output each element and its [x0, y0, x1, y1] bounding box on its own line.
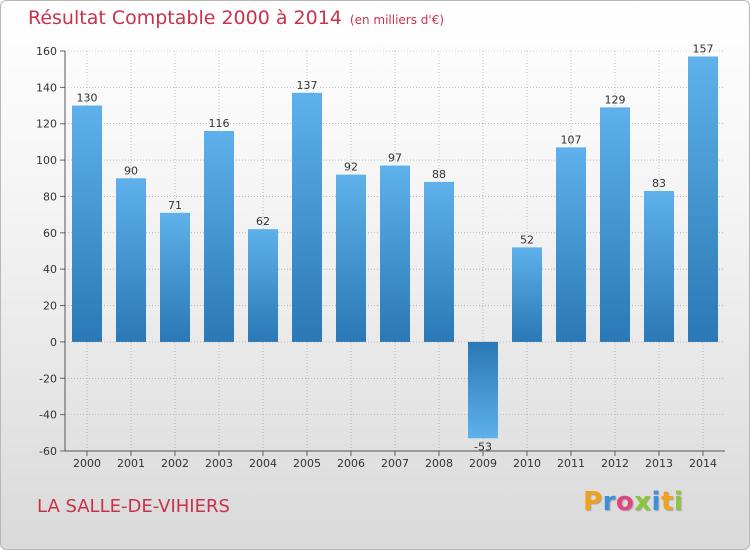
- bar-2006: [336, 174, 366, 342]
- data-label-2012: 129: [605, 93, 626, 106]
- bar-2002: [160, 212, 190, 342]
- y-tick-label: -20: [39, 372, 57, 385]
- data-label-2005: 137: [297, 79, 318, 92]
- location-name: LA SALLE-DE-VIHIERS: [37, 496, 230, 517]
- logo-letter: r: [602, 487, 616, 517]
- x-tick-label: 2003: [205, 457, 233, 470]
- y-tick-label: 20: [43, 300, 57, 313]
- y-tick-label: 0: [50, 336, 57, 349]
- data-label-2008: 88: [432, 168, 446, 181]
- data-label-2013: 83: [652, 177, 666, 190]
- x-tick-label: 2011: [557, 457, 585, 470]
- x-tick-label: 2008: [425, 457, 453, 470]
- x-tick-label: 2004: [249, 457, 277, 470]
- bar-2000: [72, 105, 102, 342]
- x-tick-label: 2007: [381, 457, 409, 470]
- bar-2003: [204, 131, 234, 342]
- bar-2008: [424, 181, 454, 342]
- x-tick-label: 2012: [601, 457, 629, 470]
- chart-title-text: Résultat Comptable 2000 à 2014: [28, 7, 342, 29]
- y-tick-label: 140: [36, 81, 57, 94]
- y-tick-label: 100: [36, 154, 57, 167]
- logo-letter: o: [615, 487, 635, 517]
- data-label-2001: 90: [124, 164, 138, 177]
- data-label-2006: 92: [344, 161, 358, 174]
- axes: -60 -40 -20 0 20 40 60 80 100 120 140 160 2000 2001 20…: [36, 45, 725, 470]
- bar-2011: [556, 147, 586, 342]
- logo-letter: t: [660, 487, 674, 517]
- bar-2005: [292, 92, 322, 342]
- bar-2001: [116, 178, 146, 342]
- y-tick-label: 120: [36, 118, 57, 131]
- data-label-2002: 71: [168, 199, 182, 212]
- data-label-2000: 130: [77, 92, 98, 105]
- x-tick-label: 2001: [117, 457, 145, 470]
- logo-letter: P: [583, 487, 603, 517]
- y-tick-label: -60: [39, 445, 57, 458]
- data-label-2003: 116: [209, 117, 230, 130]
- chart-unit: (en milliers d'€): [349, 13, 445, 27]
- x-tick-label: 2014: [689, 457, 717, 470]
- data-labels: 130 90 71 116 62 137 92 97 88 -53 52 107 129 83 157: [77, 42, 714, 453]
- x-tick-label: 2002: [161, 457, 189, 470]
- y-tick-label: 80: [43, 190, 57, 203]
- x-tick-label: 2009: [469, 457, 497, 470]
- y-tick-label: -40: [39, 409, 57, 422]
- data-label-2009: -53: [474, 440, 492, 453]
- logo-letter: i: [651, 487, 661, 517]
- bar-2007: [380, 165, 410, 342]
- y-tick-label: 40: [43, 263, 57, 276]
- bar-2014: [688, 56, 718, 342]
- logo-letter: i: [673, 487, 684, 517]
- x-tick-label: 2006: [337, 457, 365, 470]
- x-tick-label: 2013: [645, 457, 673, 470]
- x-tick-label: 2005: [293, 457, 321, 470]
- bars: [72, 56, 718, 439]
- data-label-2010: 52: [520, 233, 534, 246]
- bar-2012: [600, 107, 630, 342]
- y-tick-label: 160: [36, 45, 57, 58]
- chart-title: Résultat Comptable 2000 à 2014 (en millie…: [28, 7, 444, 29]
- data-label-2014: 157: [693, 42, 714, 55]
- bar-2013: [644, 191, 674, 342]
- proxiti-logo: Proxiti: [583, 487, 683, 517]
- data-label-2007: 97: [388, 152, 402, 165]
- logo-letter: x: [634, 487, 652, 517]
- y-tick-label: 60: [43, 227, 57, 240]
- bar-2004: [248, 229, 278, 342]
- x-tick-label: 2000: [73, 457, 101, 470]
- x-tick-label: 2010: [513, 457, 541, 470]
- data-label-2011: 107: [561, 133, 582, 146]
- bar-2009: [468, 341, 498, 439]
- bar-2010: [512, 247, 542, 342]
- data-label-2004: 62: [256, 215, 270, 228]
